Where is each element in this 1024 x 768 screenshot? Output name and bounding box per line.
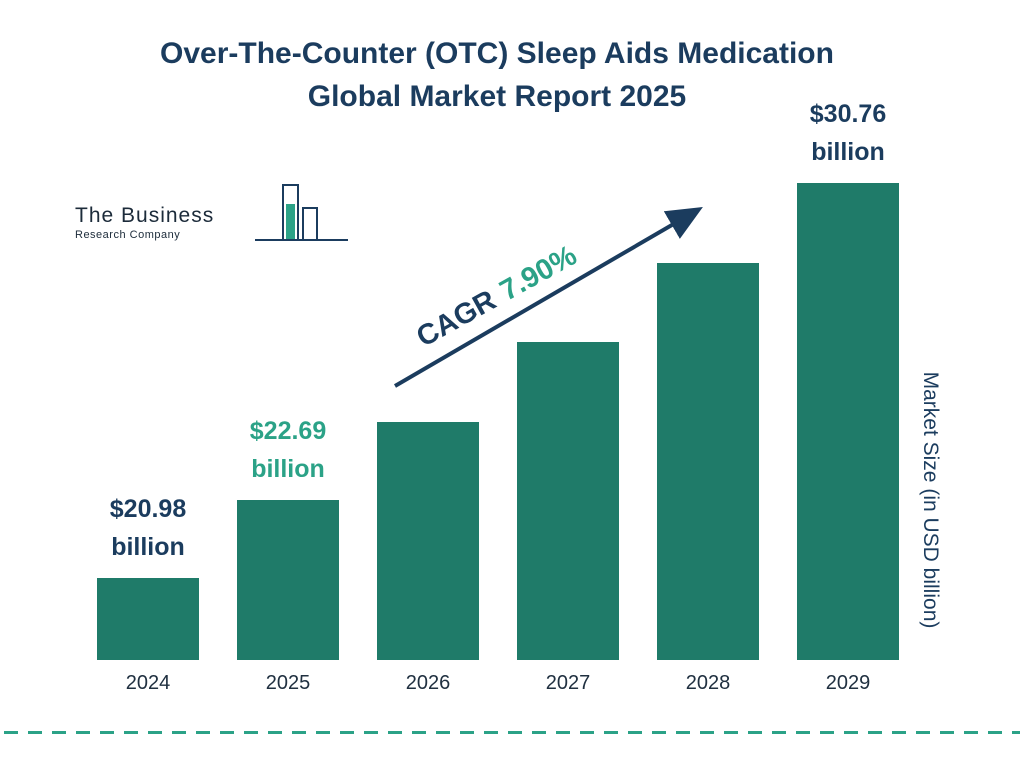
company-logo-text: The Business Research Company bbox=[75, 204, 214, 241]
value-text-2025: $22.69 bbox=[249, 417, 327, 445]
value-label-2025: $22.69 billion bbox=[198, 412, 378, 488]
bar-2027 bbox=[517, 342, 619, 660]
x-axis-label-2027: 2027 bbox=[545, 672, 591, 694]
chart-title-line1: Over-The-Counter (OTC) Sleep Aids Medica… bbox=[160, 37, 834, 70]
bar-2026 bbox=[377, 422, 479, 660]
unit-text-2024: billion bbox=[111, 533, 185, 561]
x-axis-label-2029: 2029 bbox=[825, 672, 871, 694]
company-logo: The Business Research Company bbox=[75, 182, 348, 252]
bar-2024 bbox=[97, 578, 199, 660]
bar-2028 bbox=[657, 263, 759, 660]
unit-text-2029: billion bbox=[811, 138, 885, 166]
x-axis-label-2025: 2025 bbox=[265, 672, 311, 694]
value-text-2024: $20.98 bbox=[109, 495, 187, 523]
chart-title-line2: Global Market Report 2025 bbox=[307, 80, 687, 113]
cagr-label: CAGR bbox=[411, 284, 502, 354]
unit-text-2025: billion bbox=[251, 455, 325, 483]
bar-2025 bbox=[237, 500, 339, 660]
company-logo-subname: Research Company bbox=[75, 229, 181, 241]
value-label-2024: $20.98 billion bbox=[58, 490, 238, 566]
x-axis-label-2024: 2024 bbox=[125, 672, 171, 694]
bar-chart-logo-icon bbox=[255, 184, 348, 241]
chart-title: Over-The-Counter (OTC) Sleep Aids Medica… bbox=[0, 32, 994, 118]
bottom-dashed-divider bbox=[4, 731, 1020, 734]
bar-2029 bbox=[797, 183, 899, 660]
value-text-2029: $30.76 bbox=[809, 100, 887, 128]
company-logo-name: The Business bbox=[75, 204, 215, 227]
value-label-2029: $30.76 billion bbox=[758, 95, 938, 171]
cagr-value: 7.90% bbox=[494, 239, 583, 308]
x-axis-label-2026: 2026 bbox=[405, 672, 451, 694]
cagr-annotation: CAGR7.90% bbox=[411, 240, 582, 355]
y-axis-label: Market Size (in USD billion) bbox=[919, 371, 942, 629]
x-axis-label-2028: 2028 bbox=[685, 672, 731, 694]
